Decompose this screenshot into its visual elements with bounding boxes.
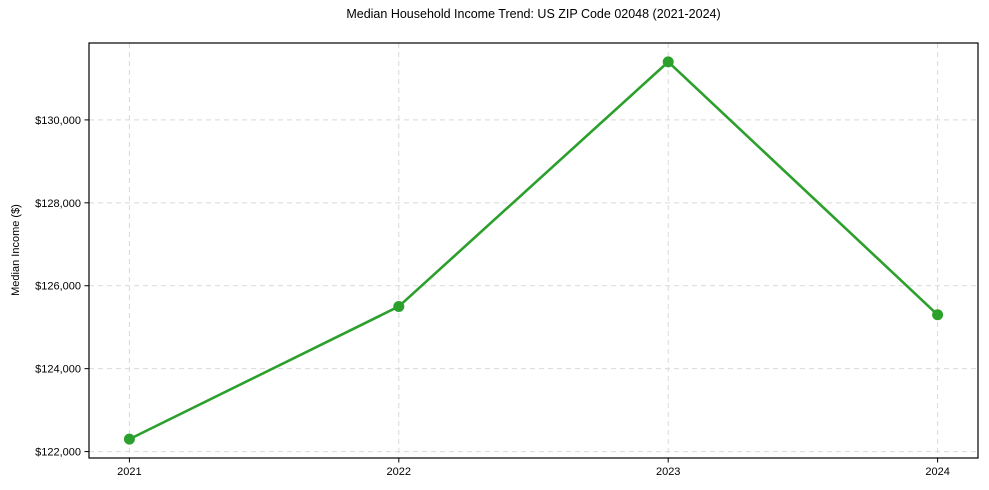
chart-title: Median Household Income Trend: US ZIP Co…: [346, 7, 721, 21]
x-tick-label: 2023: [656, 466, 680, 478]
data-point-marker: [393, 300, 405, 312]
data-point-marker: [123, 433, 135, 445]
data-point-marker: [662, 56, 674, 68]
y-tick-label: $130,000: [35, 115, 81, 127]
y-tick-label: $124,000: [35, 364, 81, 376]
y-tick-label: $126,000: [35, 281, 81, 293]
y-tick-label: $122,000: [35, 447, 81, 459]
data-point-marker: [932, 309, 944, 321]
plot-border: [88, 42, 979, 459]
x-tick-label: 2024: [925, 466, 949, 478]
x-tick-label: 2022: [387, 466, 411, 478]
x-tick-label: 2021: [117, 466, 141, 478]
y-tick-label: $128,000: [35, 198, 81, 210]
income-trend-line: [128, 60, 939, 441]
